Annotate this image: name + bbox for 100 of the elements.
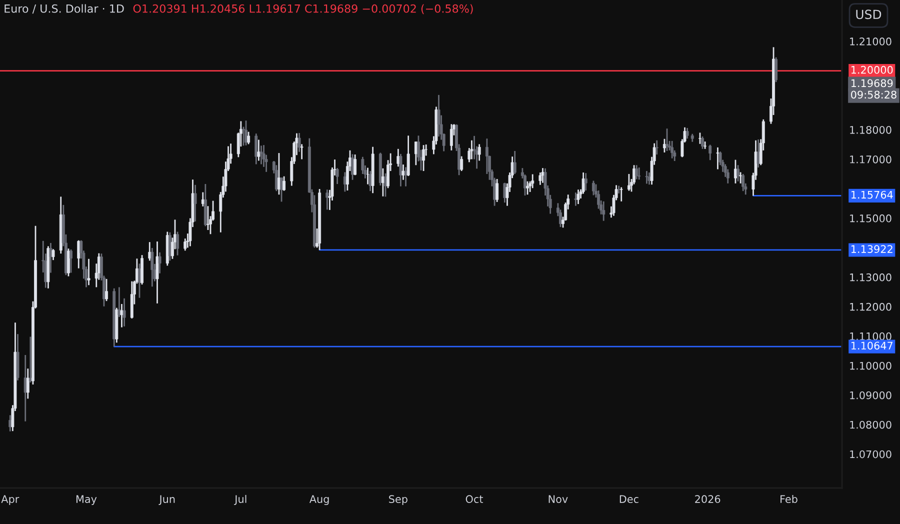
candlestick xyxy=(582,172,585,194)
x-tick-label: Aug xyxy=(309,495,329,506)
candlestick xyxy=(739,172,742,184)
candlestick xyxy=(478,143,481,162)
candlestick xyxy=(670,140,674,160)
candlestick xyxy=(262,144,266,168)
candlestick xyxy=(176,231,180,256)
candlestick xyxy=(52,248,55,261)
candlestick xyxy=(282,176,286,192)
candlestick xyxy=(206,205,210,231)
candlestick xyxy=(399,153,402,188)
candlestick xyxy=(361,156,364,175)
candlestick xyxy=(404,166,408,188)
candlestick xyxy=(708,144,712,161)
text: USD xyxy=(856,10,882,20)
candlestick xyxy=(274,164,278,192)
x-tick-label: Apr xyxy=(1,495,20,506)
candlestick xyxy=(662,138,666,154)
candlestick xyxy=(168,232,172,262)
ref-line-label: 1.13922 xyxy=(851,245,892,254)
candlestick xyxy=(300,143,304,160)
candlestick xyxy=(620,186,623,202)
candlestick xyxy=(150,247,154,288)
x-tick-label: Jul xyxy=(234,494,246,505)
candlestick xyxy=(526,180,529,196)
candlestick xyxy=(648,172,651,186)
chart-subtitle: O1.20391 H1.20456 L1.19617 C1.19689 −0.00702 (−0.58%) xyxy=(133,4,473,14)
candlestick xyxy=(756,138,760,168)
candlestick xyxy=(254,132,258,165)
candlestick xyxy=(156,240,159,304)
x-tick-label: Sep xyxy=(389,495,408,506)
candlestick xyxy=(336,167,339,185)
candlestick xyxy=(298,132,301,153)
candlestick xyxy=(531,174,534,189)
candlestick xyxy=(470,140,474,160)
candlestick xyxy=(257,139,260,162)
candlestick xyxy=(645,170,648,184)
candlestick xyxy=(774,56,778,83)
y-tick-label: 1.09000 xyxy=(850,391,892,400)
x-tick-label: May xyxy=(76,495,97,506)
candlestick xyxy=(105,278,108,302)
candlestick xyxy=(26,368,30,400)
candlestick xyxy=(701,136,704,150)
candlestick xyxy=(602,200,606,222)
candlestick xyxy=(666,128,668,152)
candlestick xyxy=(402,164,405,181)
y-tick-label: 1.07000 xyxy=(850,450,892,458)
candlestick xyxy=(354,154,357,176)
candlestick xyxy=(244,120,248,146)
candlestick xyxy=(574,192,578,207)
x-tick-label: Oct xyxy=(466,495,484,504)
candlestick xyxy=(736,164,740,182)
y-tick-label: 1.11000 xyxy=(850,332,892,340)
x-tick-label: Jun xyxy=(158,495,175,505)
candlestick xyxy=(77,240,80,270)
x-tick-label: 2026 xyxy=(695,495,720,504)
candlestick xyxy=(70,248,72,274)
ref-line-label: 1.10647 xyxy=(851,342,893,350)
candlestick xyxy=(541,167,544,184)
candlestick xyxy=(122,298,126,328)
text: 09:58:28 xyxy=(851,90,896,99)
candlestick xyxy=(655,140,658,156)
candlestick xyxy=(592,180,595,196)
candlestick xyxy=(247,131,250,145)
candlestick xyxy=(638,166,641,180)
candlestick xyxy=(450,123,453,152)
candlestick xyxy=(87,258,90,286)
candlestick xyxy=(460,156,464,172)
y-tick-label: 1.21000 xyxy=(850,38,892,46)
candlestick xyxy=(194,184,197,222)
candlestick xyxy=(742,173,745,192)
candlestick xyxy=(584,172,588,192)
candlestick xyxy=(422,144,426,172)
y-tick-label: 1.15000 xyxy=(850,214,892,222)
candlestick xyxy=(617,185,620,194)
candlestick xyxy=(627,173,630,192)
candlestick xyxy=(260,144,263,165)
y-tick-label: 1.13000 xyxy=(850,273,892,282)
chart-title: Euro / U.S. Dollar · 1D xyxy=(4,4,124,14)
candlestick xyxy=(49,242,52,274)
candlestick xyxy=(635,164,638,180)
candlestick xyxy=(503,182,506,204)
y-tick-label: 1.17000 xyxy=(850,155,892,164)
x-tick-label: Feb xyxy=(780,494,798,504)
ref-line-label: 1.20000 xyxy=(851,66,893,74)
candlestick xyxy=(326,188,329,210)
x-tick-label: Nov xyxy=(548,495,568,504)
ref-line-label: 1.15764 xyxy=(851,190,893,199)
y-tick-label: 1.08000 xyxy=(850,420,892,429)
candlestick xyxy=(716,146,720,170)
y-tick-label: 1.18000 xyxy=(850,126,892,134)
candlestick xyxy=(513,150,516,175)
y-tick-label: 1.10000 xyxy=(850,362,892,370)
candlestick xyxy=(184,238,187,252)
candlestick xyxy=(538,172,542,186)
text: 1.19689 xyxy=(851,79,893,88)
candlestick xyxy=(734,159,737,184)
candlestick xyxy=(158,252,162,274)
candlestick xyxy=(698,132,702,145)
candlestick xyxy=(686,127,689,140)
